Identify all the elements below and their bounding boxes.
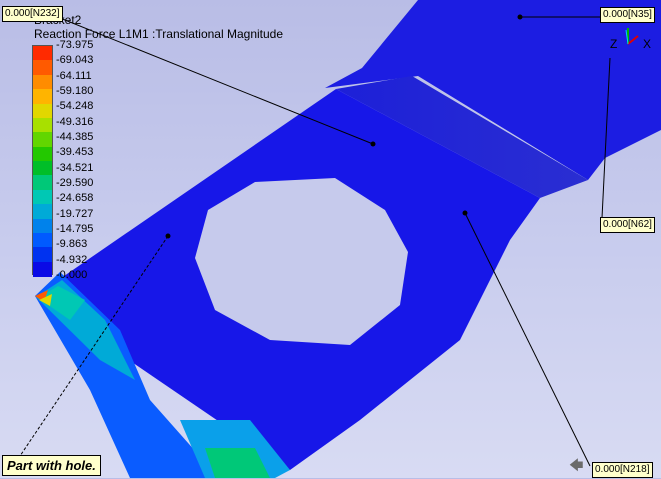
legend-label: -59.180 — [56, 85, 94, 97]
probe-n232[interactable]: 0.000[N232] — [2, 6, 63, 22]
leader-n232 — [59, 17, 374, 145]
legend-band — [33, 247, 52, 263]
legend-band — [33, 146, 52, 162]
legend-label: -19.727 — [56, 207, 94, 220]
legend-band — [33, 132, 52, 148]
plate-hole — [195, 178, 408, 345]
bracket-upper-arm — [325, 0, 661, 180]
legend-band — [33, 46, 52, 61]
legend-band — [33, 175, 52, 191]
annotation-note[interactable]: Part with hole. — [2, 455, 101, 476]
result-title: Reaction Force L1M1 :Translational Magni… — [34, 27, 284, 41]
legend-band — [33, 204, 52, 219]
legend-label: -73.975 — [56, 39, 94, 51]
leader-note — [19, 235, 169, 457]
legend-band — [33, 261, 52, 277]
legend-label: -24.658 — [56, 192, 94, 205]
probe-n218[interactable]: 0.000[N218] — [592, 462, 653, 478]
legend-label: -64.111 — [56, 69, 92, 82]
legend-band — [33, 232, 52, 248]
node-marker-n232[interactable] — [370, 141, 376, 147]
stress-region-bottom-green — [205, 448, 270, 478]
node-marker-n35[interactable] — [517, 14, 523, 20]
legend-label: -54.248 — [56, 100, 94, 113]
legend-band — [33, 218, 52, 234]
legend-label: -29.590 — [56, 177, 94, 189]
legend-band — [33, 103, 52, 119]
legend-color-bar — [32, 45, 53, 277]
legend-label: -44.385 — [56, 131, 94, 143]
leader-n62 — [601, 57, 611, 219]
legend-label: -14.795 — [56, 223, 94, 235]
axis-z-label: Z — [610, 37, 618, 51]
axis-triad — [625, 28, 639, 45]
legend-label: -34.521 — [56, 161, 94, 174]
axis-x-label: X — [643, 37, 652, 51]
legend-label: -9.863 — [56, 238, 88, 251]
legend-label: -0.000 — [56, 269, 88, 281]
node-marker-note[interactable] — [165, 233, 171, 239]
legend-label: -49.316 — [56, 115, 94, 128]
legend-band — [33, 74, 52, 90]
stress-region-cyan — [38, 286, 85, 320]
probe-n62[interactable]: 0.000[N62] — [600, 217, 655, 233]
bracket-bend-strip — [336, 76, 588, 198]
legend-label: -4.932 — [56, 253, 88, 266]
arrow-left-icon[interactable]: 🡄 — [569, 457, 584, 473]
node-marker-n218[interactable] — [462, 210, 468, 216]
legend-band — [33, 189, 52, 205]
leader-n218 — [464, 212, 591, 467]
legend-label: -39.453 — [56, 146, 94, 159]
legend-band — [33, 161, 52, 176]
stress-region-yellow — [39, 294, 52, 306]
probe-n35[interactable]: 0.000[N35] — [600, 7, 655, 23]
legend-label: -69.043 — [56, 54, 94, 67]
legend-band — [33, 60, 52, 76]
legend-band — [33, 89, 52, 104]
legend-band — [33, 117, 52, 133]
